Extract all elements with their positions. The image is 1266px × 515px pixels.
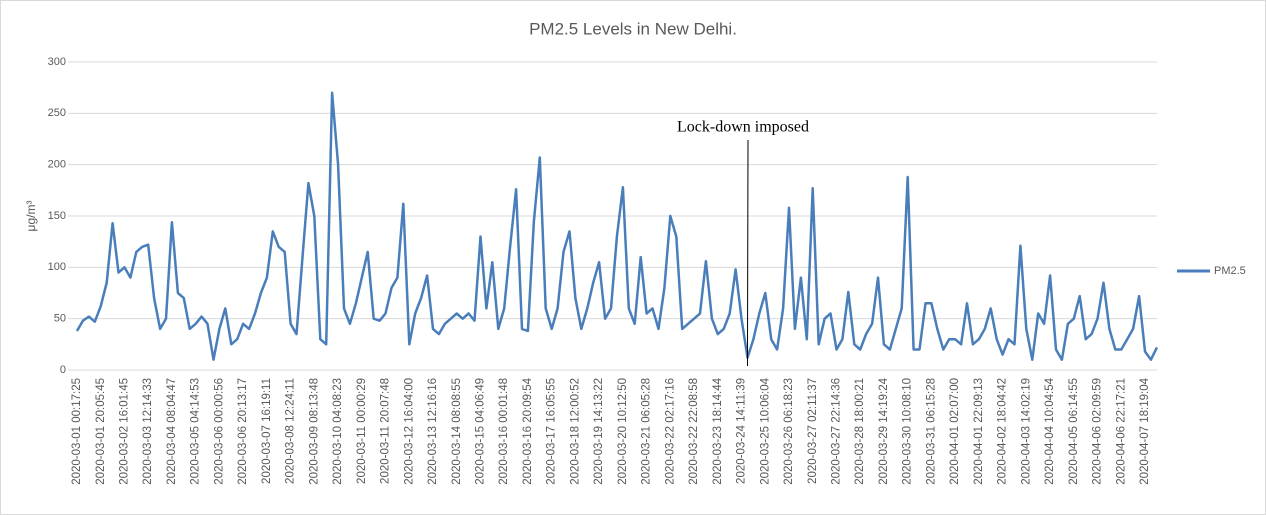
legend-label: PM2.5 [1214,265,1246,277]
x-tick-label: 2020-04-05 06:14:55 [1068,378,1080,485]
x-tick-label: 2020-03-05 04:14:53 [190,378,202,485]
x-tick-label: 2020-03-25 10:06:04 [759,377,771,484]
x-tick-label: 2020-03-06 20:13:17 [237,378,249,485]
x-tick-label: 2020-03-11 00:00:29 [356,378,368,484]
annotation: Lock-down imposed [677,119,809,136]
x-tick-label: 2020-04-06 22:17:21 [1115,378,1127,485]
chart-title: PM2.5 Levels in New Delhi. [529,19,737,38]
x-tick-label: 2020-03-23 18:14:44 [712,377,724,484]
x-tick-label: 2020-04-07 18:19:04 [1139,377,1151,484]
x-tick-label: 2020-03-17 16:05:55 [546,378,558,485]
x-tick-label: 2020-03-01 20:05:45 [95,378,107,485]
x-tick-label: 2020-03-20 10:12:50 [617,378,629,485]
x-tick-label: 2020-03-16 00:01:48 [498,378,510,485]
x-tick-label: 2020-03-21 06:05:28 [641,378,653,485]
x-tick-label: 2020-03-07 16:19:11 [261,378,273,484]
x-tick-label: 2020-04-03 14:02:19 [1020,378,1032,485]
x-tick-label: 2020-03-16 20:09:54 [522,377,534,484]
x-tick-label: 2020-03-02 16:01:45 [118,378,130,485]
x-tick-label: 2020-04-02 18:04:42 [997,378,1009,485]
x-tick-label: 2020-04-06 02:09:59 [1092,378,1104,485]
x-tick-label: 2020-03-11 20:07:48 [380,378,392,484]
x-tick-label: 2020-04-01 22:09:13 [973,378,985,485]
x-tick-label: 2020-03-22 02:17:16 [664,378,676,485]
x-tick-label: 2020-03-13 12:16:16 [427,378,439,485]
x-tick-label: 2020-03-08 12:24:11 [285,378,297,484]
x-tick-label: 2020-03-03 12:14:33 [142,378,154,485]
x-tick-label: 2020-03-15 04:06:49 [474,378,486,485]
x-tick-label: 2020-03-26 06:18:23 [783,378,795,485]
x-tick-label: 2020-03-04 08:04:47 [166,378,178,485]
x-tick-label: 2020-03-28 18:00:21 [854,378,866,485]
x-tick-label: 2020-03-12 16:04:00 [403,378,415,485]
annotation-arrow [746,139,749,367]
x-tick-label: 2020-03-31 06:15:28 [925,378,937,485]
x-tick-label: 2020-03-22 22:08:58 [688,378,700,485]
data-line [75,91,1159,361]
x-tick-label: 2020-03-06 00:00:56 [213,378,225,485]
x-tick-label: 2020-03-30 10:08:10 [902,378,914,485]
x-tick-label: 2020-03-27 02:11:37 [807,378,819,484]
y-tick-label: 100 [48,261,66,273]
x-tick-label: 2020-03-10 04:08:23 [332,378,344,485]
x-tick-label: 2020-03-01 00:17:25 [71,378,83,485]
x-tick-label: 2020-04-01 02:07:00 [949,378,961,485]
x-tick-label: 2020-03-27 22:14:36 [830,378,842,485]
x-tick-label: 2020-03-19 14:13:22 [593,378,605,485]
x-tick-label: 2020-03-14 08:08:55 [451,378,463,485]
x-tick-label: 2020-03-29 14:19:24 [878,377,890,484]
x-tick-label: 2020-04-04 10:04:54 [1044,377,1056,484]
y-tick-label: 300 [48,56,66,68]
x-tick-label: 2020-03-24 14:11:39 [736,378,748,484]
y-tick-label: 200 [48,159,66,171]
y-tick-label: 150 [48,210,66,222]
y-tick-label: 50 [54,313,66,325]
x-tick-label: 2020-03-18 12:00:52 [569,378,581,485]
y-axis-label: μg/m³ [24,201,38,232]
y-tick-label: 250 [48,107,66,119]
y-tick-label: 0 [60,364,66,376]
x-tick-label: 2020-03-09 08:13:48 [308,378,320,485]
